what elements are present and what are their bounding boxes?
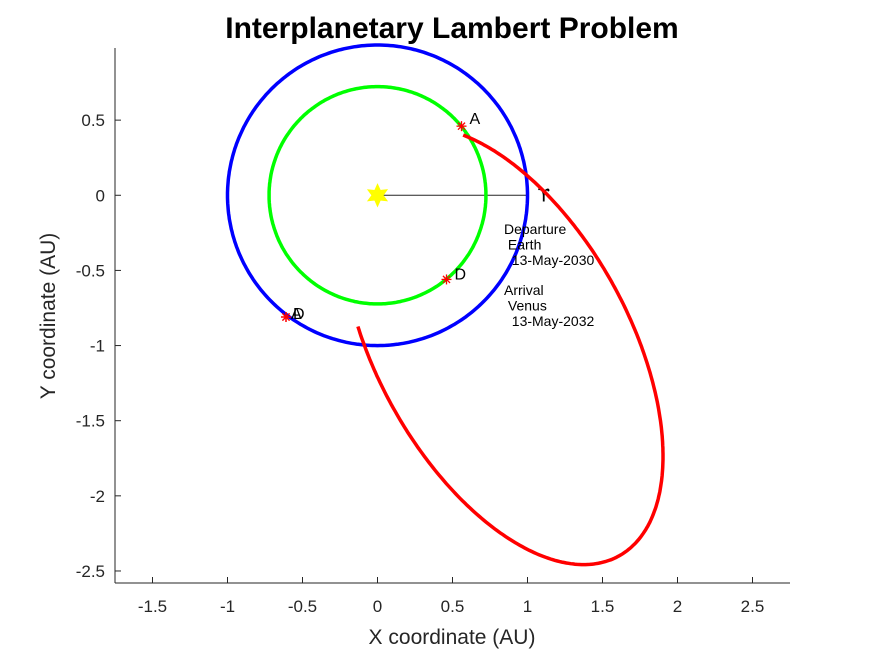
- vernal-equinox-symbol: ϒ: [538, 185, 551, 206]
- chart-title: Interplanetary Lambert Problem: [225, 12, 678, 45]
- sun-icon: [366, 183, 389, 208]
- annotation-text: Departure Earth 13-May-2030: [504, 221, 594, 268]
- y-tick-label: -0.5: [76, 261, 105, 280]
- annotation-line: 13-May-2032: [504, 313, 594, 329]
- marker-point: [441, 274, 452, 285]
- annotation-line: Venus: [504, 298, 547, 314]
- marker-label: D: [293, 306, 305, 323]
- x-tick-label: -1.5: [138, 597, 167, 616]
- plot-area: -1.5 -1 -0.5 0 0.5 1 1.5 2 2.5 0.5 0 -0.5 -1 -1.5 -2 -…: [76, 43, 790, 616]
- y-tick-label: -2.5: [76, 562, 105, 581]
- x-tick-label: -0.5: [288, 597, 317, 616]
- marker-point: [456, 121, 467, 132]
- y-tick-label: 0.5: [81, 111, 105, 130]
- x-tick-label: 1: [523, 597, 532, 616]
- marker-asterisk-stroke: [457, 122, 466, 131]
- y-tick-label: -1: [90, 337, 105, 356]
- marker-label: A: [470, 111, 481, 128]
- annotation-text: Arrival Venus 13-May-2032: [504, 282, 594, 329]
- series-layer: ϒ: [225, 43, 665, 567]
- x-tick-label: 0.5: [441, 597, 465, 616]
- y-tick-label: -1.5: [76, 412, 105, 431]
- venus-orbit-line: [267, 84, 488, 306]
- annotation-line: Earth: [504, 237, 541, 253]
- marker-asterisk-stroke: [282, 313, 290, 321]
- marker-point: [281, 312, 291, 323]
- marker-label: D: [455, 266, 467, 283]
- annotation-layer: Departure Earth 13-May-2030 Arrival Venus…: [504, 221, 594, 329]
- transfer-orbit-line: [356, 133, 665, 567]
- annotation-line: 13-May-2030: [504, 252, 594, 268]
- y-axis-label: Y coordinate (AU): [37, 233, 60, 400]
- x-tick-label: 0: [373, 597, 382, 616]
- earth-orbit-line: [225, 43, 530, 348]
- marker-label: A: [291, 306, 302, 323]
- annotation-line: Departure: [504, 221, 566, 237]
- x-tick-label: 1.5: [591, 597, 615, 616]
- y-tick-label: -2: [90, 487, 105, 506]
- x-tick-label: -1: [220, 597, 235, 616]
- annotation-line: Arrival: [504, 282, 544, 298]
- y-tick-label: 0: [96, 186, 105, 205]
- x-ticks: -1.5 -1 -0.5 0 0.5 1 1.5 2 2.5: [138, 577, 764, 616]
- x-axis-label: X coordinate (AU): [369, 626, 536, 649]
- marker-asterisk-stroke: [442, 275, 451, 284]
- y-ticks: 0.5 0 -0.5 -1 -1.5 -2 -2.5: [76, 111, 121, 581]
- x-tick-label: 2.5: [741, 597, 765, 616]
- x-tick-label: 2: [673, 597, 682, 616]
